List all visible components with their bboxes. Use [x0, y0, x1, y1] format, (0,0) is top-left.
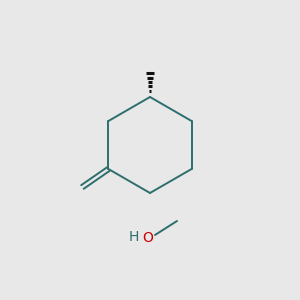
- Text: H: H: [129, 230, 139, 244]
- Text: O: O: [142, 231, 153, 245]
